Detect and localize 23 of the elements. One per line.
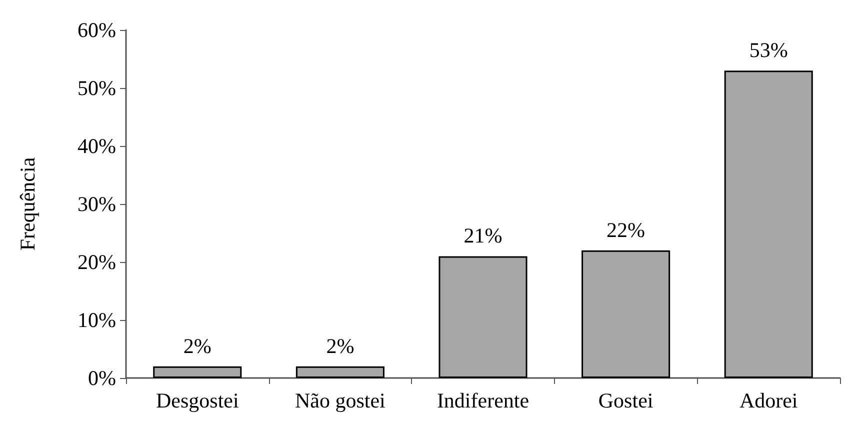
bar — [296, 366, 384, 378]
x-tick-label: Adorei — [739, 388, 798, 412]
x-tick-label: Gostei — [598, 388, 654, 412]
y-tick-label: 50% — [78, 76, 116, 100]
y-tick-label: 30% — [78, 192, 116, 216]
bar — [582, 250, 670, 378]
y-axis-title: Frequência — [16, 156, 40, 251]
y-tick-label: 20% — [78, 250, 116, 274]
bar — [153, 366, 242, 378]
y-tick-label: 40% — [78, 134, 116, 158]
data-label: 53% — [749, 38, 788, 62]
bar — [438, 256, 528, 378]
y-tick-label: 60% — [78, 18, 116, 42]
bar — [724, 70, 813, 378]
data-label: 2% — [326, 334, 354, 358]
x-tick-label: Indiferente — [436, 388, 530, 412]
data-label: 21% — [464, 224, 502, 248]
y-tick-label: 0% — [88, 366, 116, 390]
x-tick-label: Desgostei — [156, 388, 239, 412]
x-tick-label: Não gostei — [294, 388, 386, 412]
y-tick-label: 10% — [78, 308, 116, 332]
data-label: 22% — [606, 218, 646, 242]
data-label: 2% — [183, 334, 212, 358]
